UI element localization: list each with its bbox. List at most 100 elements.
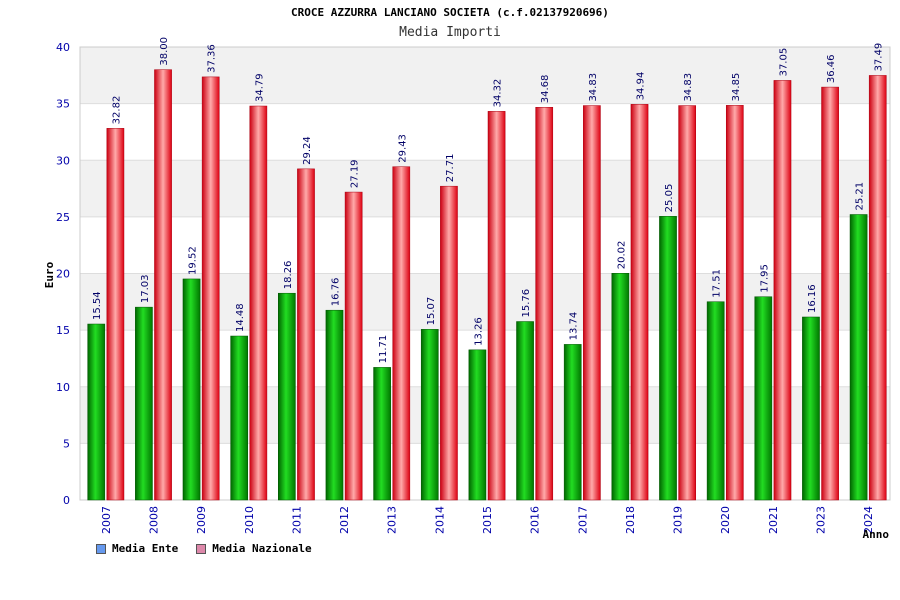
chart-subtitle: Media Importi <box>399 25 501 40</box>
bar-media-ente-2009 <box>182 278 201 501</box>
bar-media-ente-2011 <box>278 292 296 501</box>
x-tick-label-2007: 2007 <box>100 506 113 534</box>
data-label-media-nazionale-2013: 29.43 <box>397 134 408 163</box>
bar-media-ente-2023 <box>802 316 820 501</box>
bars <box>87 69 887 501</box>
data-label-media-ente-2013: 11.71 <box>378 335 389 364</box>
bar-media-ente-2010 <box>230 335 249 501</box>
x-tick-label-2012: 2012 <box>338 506 351 534</box>
data-label-media-ente-2015: 13.26 <box>473 317 484 346</box>
bar-media-nazionale-2014 <box>440 185 458 501</box>
bar-media-nazionale-2015 <box>487 111 506 501</box>
bar-media-nazionale-2017 <box>583 105 601 501</box>
legend-label-media-nazionale: Media Nazionale <box>212 542 312 555</box>
data-label-media-ente-2012: 16.76 <box>330 278 341 307</box>
bar-media-ente-2020 <box>706 301 725 501</box>
bar-media-nazionale-2019 <box>678 105 696 501</box>
bar-media-nazionale-2009 <box>201 76 220 501</box>
data-label-media-nazionale-2021: 37.05 <box>778 48 789 77</box>
data-label-media-ente-2009: 19.52 <box>188 246 199 275</box>
x-tick-label-2008: 2008 <box>147 506 160 534</box>
bar-media-ente-2013 <box>373 367 391 501</box>
data-label-media-nazionale-2018: 34.94 <box>636 72 647 101</box>
bar-media-nazionale-2011 <box>297 168 315 501</box>
data-label-media-nazionale-2011: 29.24 <box>302 136 313 165</box>
y-tick-label: 25 <box>56 211 70 224</box>
y-axis-label: Euro <box>43 261 56 288</box>
x-tick-label-2015: 2015 <box>481 506 494 534</box>
x-axis-label: Anno <box>863 528 890 541</box>
bar-media-ente-2008 <box>135 306 153 501</box>
bar-media-nazionale-2020 <box>725 105 744 501</box>
y-tick-label: 40 <box>56 41 70 54</box>
data-label-media-nazionale-2024: 37.49 <box>874 43 885 72</box>
y-tick-label: 0 <box>63 494 70 507</box>
data-label-media-nazionale-2014: 27.71 <box>445 154 456 183</box>
data-label-media-ente-2010: 14.48 <box>235 303 246 332</box>
data-label-media-ente-2018: 20.02 <box>616 241 627 270</box>
bar-media-nazionale-2013 <box>392 166 411 501</box>
bar-media-ente-2015 <box>468 349 487 501</box>
y-tick-labels: 0 5 10 15 20 25 30 35 40 <box>56 41 70 507</box>
x-tick-label-2019: 2019 <box>672 506 685 534</box>
y-tick-label: 15 <box>56 324 70 337</box>
x-tick-label-2011: 2011 <box>290 506 303 534</box>
data-label-media-ente-2011: 18.26 <box>283 261 294 290</box>
data-label-media-nazionale-2012: 27.19 <box>350 159 361 188</box>
legend-item-media-ente: Media Ente <box>96 542 178 555</box>
data-label-media-nazionale-2023: 36.46 <box>826 54 837 83</box>
data-label-media-nazionale-2010: 34.79 <box>254 73 265 102</box>
legend-swatch-media-ente <box>96 543 106 554</box>
data-label-media-ente-2007: 15.54 <box>92 291 103 320</box>
grid-band <box>80 47 890 104</box>
bar-media-nazionale-2007 <box>106 128 125 501</box>
x-tick-label-2017: 2017 <box>576 506 589 534</box>
data-label-media-nazionale-2016: 34.68 <box>540 75 551 104</box>
data-label-media-ente-2014: 15.07 <box>426 297 437 326</box>
x-tick-label-2009: 2009 <box>195 506 208 534</box>
bar-media-nazionale-2021 <box>773 80 792 501</box>
bar-media-nazionale-2024 <box>868 75 887 501</box>
bar-media-ente-2018 <box>611 273 630 501</box>
x-tick-label-2016: 2016 <box>529 506 542 534</box>
legend-item-media-nazionale: Media Nazionale <box>196 542 312 555</box>
data-label-media-ente-2023: 16.16 <box>807 284 818 313</box>
data-label-media-nazionale-2019: 34.83 <box>683 73 694 102</box>
data-label-media-nazionale-2009: 37.36 <box>207 44 218 73</box>
x-tick-label-2010: 2010 <box>243 506 256 534</box>
x-tick-label-2013: 2013 <box>386 506 399 534</box>
data-label-media-ente-2017: 13.74 <box>569 312 580 341</box>
bar-media-nazionale-2023 <box>821 86 839 501</box>
bar-media-ente-2017 <box>563 344 582 501</box>
bar-media-nazionale-2012 <box>344 191 363 501</box>
x-tick-label-2018: 2018 <box>624 506 637 534</box>
legend-label-media-ente: Media Ente <box>112 542 179 555</box>
x-tick-label-2021: 2021 <box>767 506 780 534</box>
grid-band <box>80 160 890 217</box>
x-tick-label-2014: 2014 <box>433 506 446 534</box>
bar-media-ente-2024 <box>849 214 868 501</box>
data-labels: 15.54 32.82 17.03 38.00 19.52 37.36 14.48 34.79… <box>92 37 885 363</box>
bar-media-ente-2014 <box>420 329 439 501</box>
data-label-media-nazionale-2015: 34.32 <box>493 79 504 108</box>
bar-media-ente-2007 <box>87 323 106 501</box>
bar-media-ente-2019 <box>659 216 677 501</box>
chart-title: CROCE AZZURRA LANCIANO SOCIETA (c.f.0213… <box>291 6 609 19</box>
y-tick-label: 5 <box>63 437 70 450</box>
data-label-media-ente-2024: 25.21 <box>855 182 866 211</box>
bar-media-ente-2016 <box>516 321 534 501</box>
bar-media-nazionale-2008 <box>154 69 172 501</box>
bar-media-nazionale-2010 <box>249 105 268 501</box>
data-label-media-ente-2020: 17.51 <box>712 269 723 298</box>
y-tick-label: 20 <box>56 268 70 281</box>
data-label-media-nazionale-2007: 32.82 <box>111 96 122 125</box>
bar-media-nazionale-2018 <box>630 104 649 501</box>
grid-band <box>80 103 890 161</box>
y-tick-label: 30 <box>56 154 70 167</box>
bar-media-ente-2012 <box>325 309 344 501</box>
data-label-media-nazionale-2020: 34.85 <box>731 73 742 102</box>
data-label-media-ente-2016: 15.76 <box>521 289 532 318</box>
legend-swatch-media-nazionale <box>196 543 207 554</box>
data-label-media-nazionale-2017: 34.83 <box>588 73 599 102</box>
